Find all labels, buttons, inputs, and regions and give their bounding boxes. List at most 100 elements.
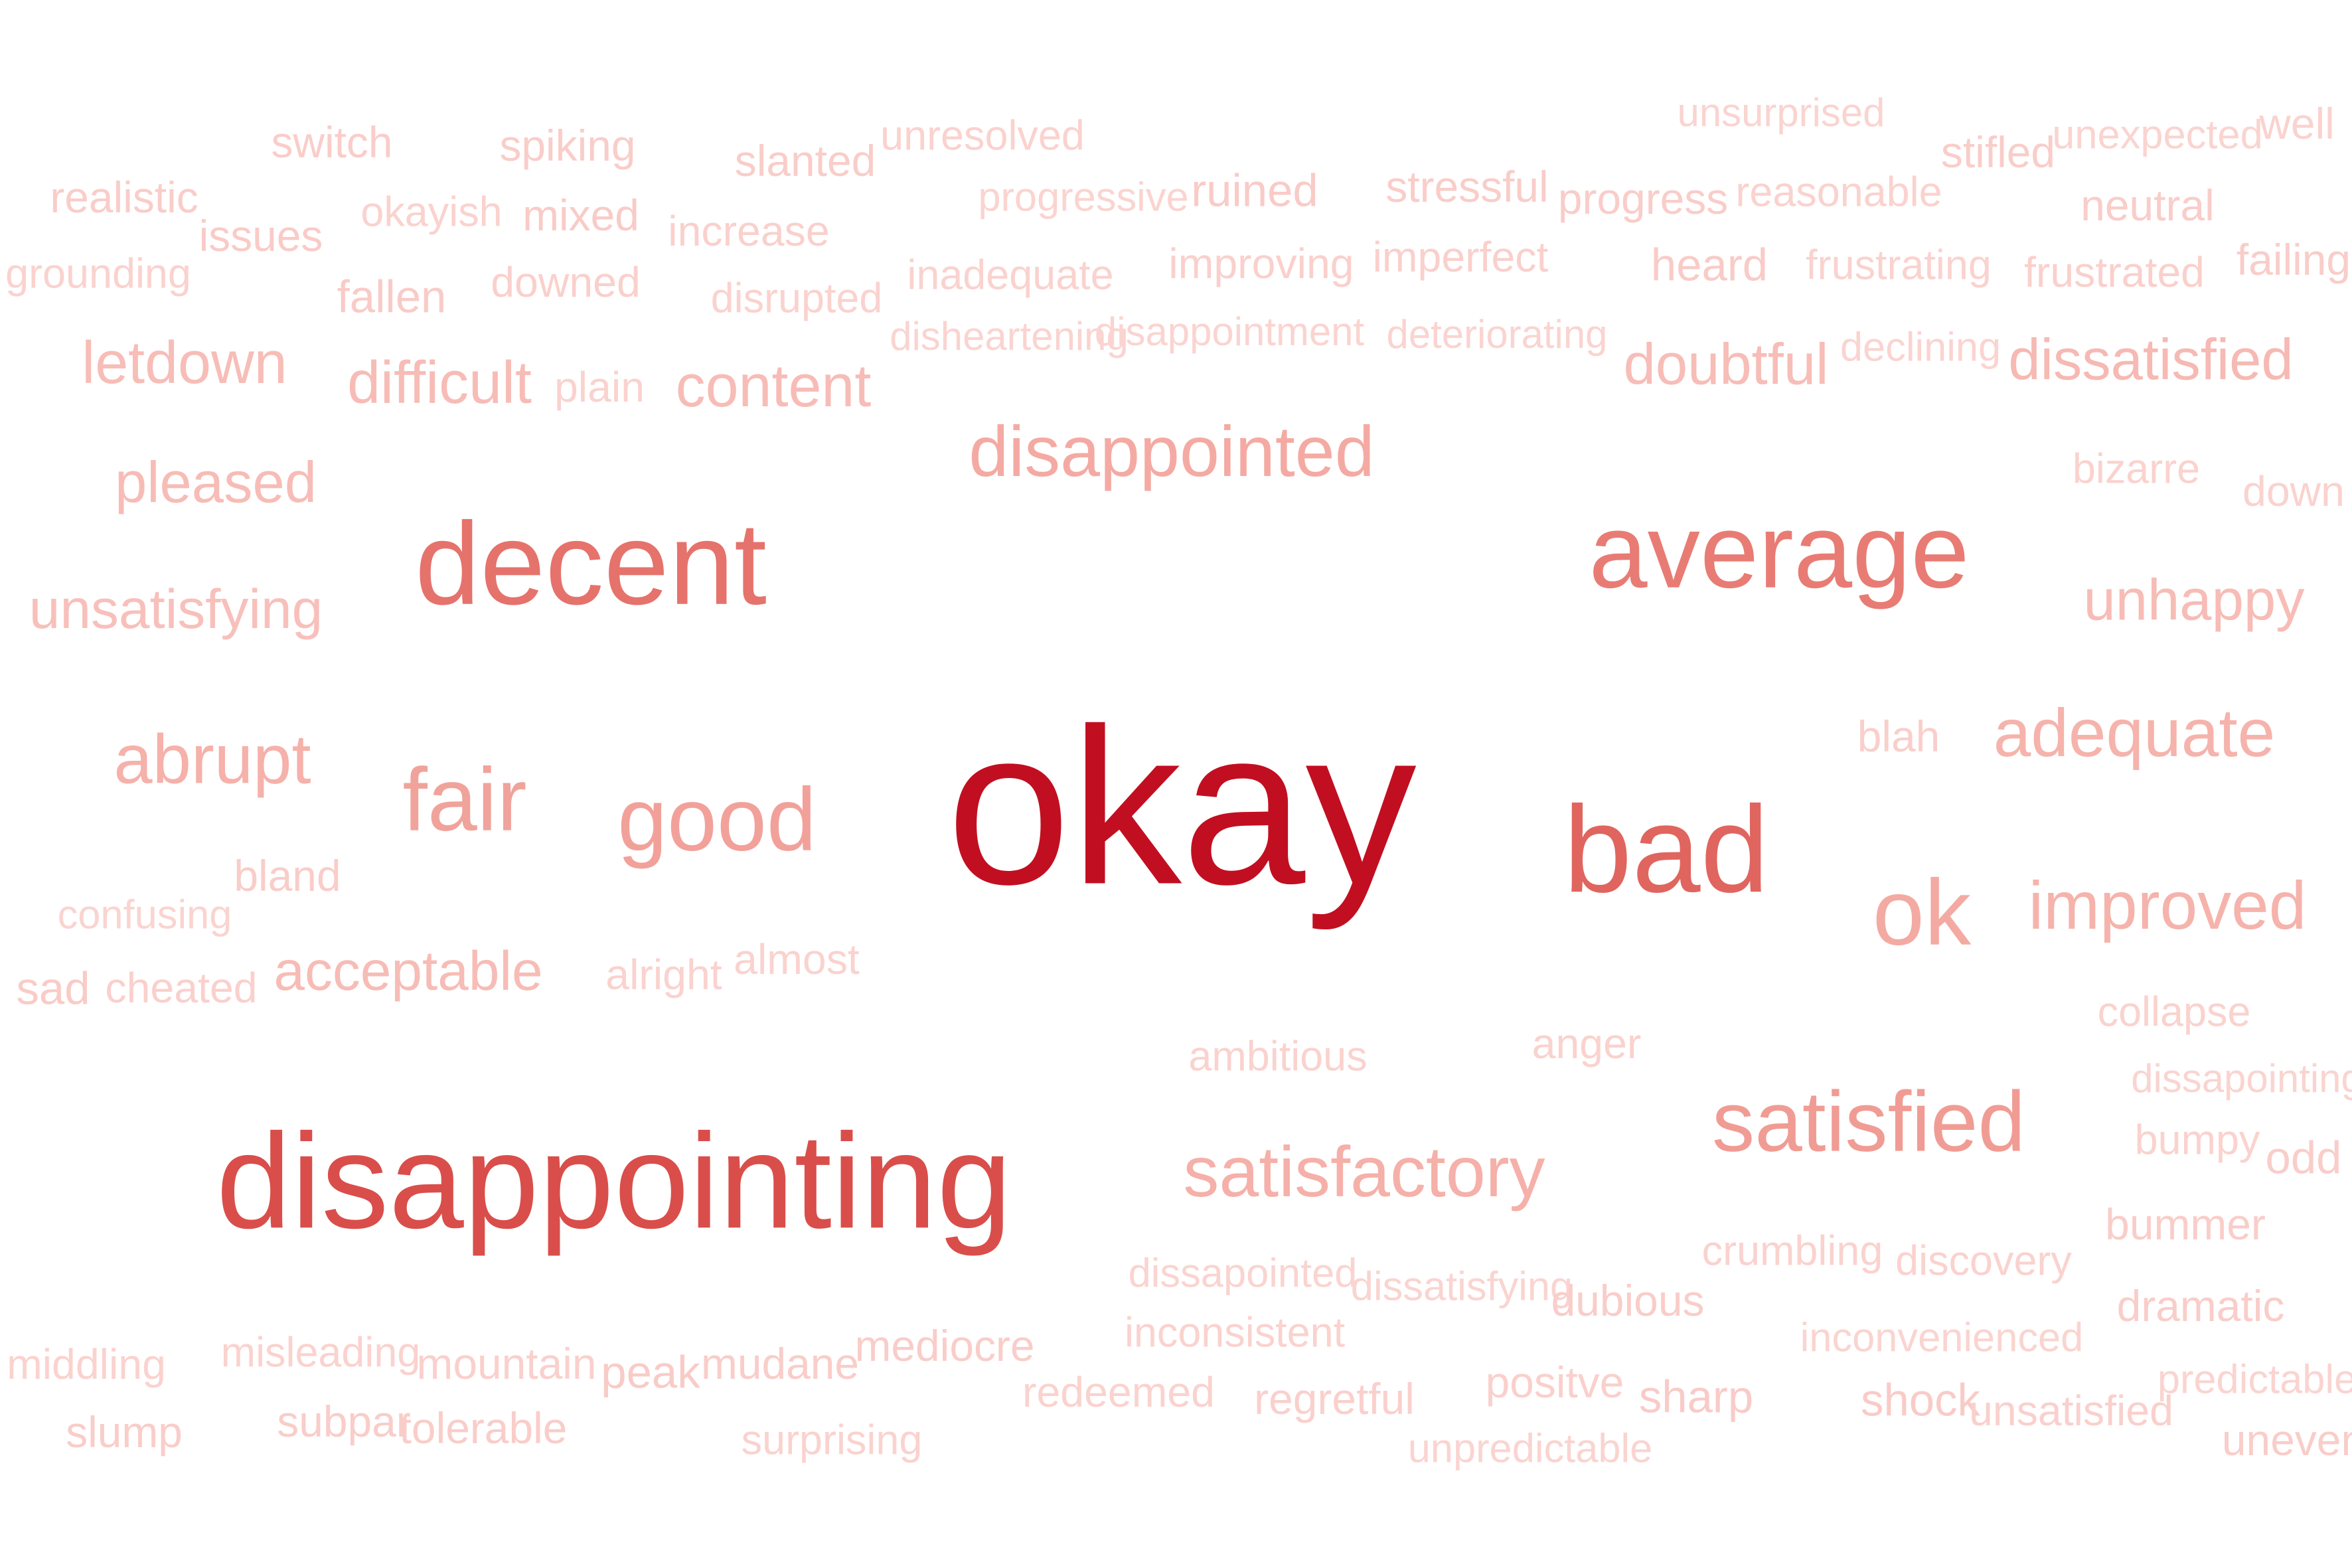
cloud-word: letdown: [82, 330, 287, 397]
cloud-word: collapse: [2097, 988, 2251, 1036]
cloud-word: frustrating: [1806, 242, 1992, 289]
cloud-word: fallen: [337, 271, 447, 323]
cloud-word: inadequate: [907, 252, 1114, 299]
cloud-word: sharp: [1638, 1371, 1754, 1423]
cloud-word: improving: [1168, 239, 1354, 287]
cloud-word: increase: [668, 206, 830, 255]
cloud-word: heard: [1650, 239, 1768, 291]
cloud-word: disrupted: [710, 275, 883, 322]
cloud-word: mixed: [522, 191, 639, 240]
cloud-word: subpar: [277, 1397, 411, 1447]
cloud-word: disheartening: [890, 314, 1129, 359]
cloud-word: ambitious: [1188, 1033, 1368, 1080]
cloud-word: disappointing: [216, 1106, 1012, 1257]
cloud-word: progress: [1557, 174, 1729, 224]
cloud-word: realistic: [50, 173, 198, 222]
cloud-word: adequate: [1993, 695, 2276, 771]
cloud-word: plain: [554, 362, 645, 411]
cloud-word: inconsistent: [1124, 1309, 1346, 1356]
cloud-word: mudane: [700, 1339, 860, 1389]
cloud-word: dubious: [1551, 1276, 1705, 1326]
cloud-word: blah: [1857, 712, 1940, 761]
cloud-word: okay: [947, 682, 1417, 931]
cloud-word: surprising: [741, 1417, 923, 1464]
cloud-word: okayish: [360, 189, 503, 236]
cloud-word: mountain: [416, 1339, 597, 1389]
cloud-word: unsurprised: [1677, 90, 1885, 135]
cloud-word: dissapointed: [1128, 1250, 1358, 1296]
cloud-word: grounding: [5, 250, 191, 297]
cloud-word: unexpected: [2052, 112, 2263, 158]
cloud-word: dissatisfying: [1350, 1263, 1573, 1310]
cloud-word: bad: [1563, 781, 1769, 919]
cloud-word: anger: [1531, 1019, 1642, 1067]
cloud-word: ruined: [1191, 165, 1318, 216]
cloud-word: spiking: [499, 121, 636, 171]
cloud-word: unsatisfied: [1969, 1386, 2173, 1435]
cloud-word: shock: [1861, 1374, 1980, 1426]
cloud-word: odd: [2265, 1132, 2342, 1184]
cloud-word: down: [2242, 467, 2345, 515]
cloud-word: switch: [271, 118, 393, 167]
cloud-word: average: [1589, 491, 1970, 610]
cloud-word: bizarre: [2072, 445, 2201, 493]
cloud-word: abrupt: [114, 720, 311, 799]
cloud-word: acceptable: [274, 939, 543, 1002]
cloud-word: satisfied: [1711, 1073, 2026, 1170]
cloud-word: regretful: [1254, 1374, 1415, 1424]
cloud-word: ok: [1872, 860, 1972, 965]
cloud-word: unresolved: [880, 112, 1085, 159]
cloud-word: crumbling: [1701, 1227, 1883, 1275]
cloud-word: progressive: [978, 174, 1189, 220]
cloud-word: neutral: [2080, 181, 2215, 230]
cloud-word: slump: [66, 1407, 183, 1457]
cloud-word: declining: [1840, 324, 2001, 370]
cloud-word: peak: [601, 1346, 700, 1398]
cloud-word: sad: [16, 963, 90, 1014]
cloud-word: slanted: [734, 136, 876, 186]
cloud-word: predictable: [2157, 1356, 2352, 1403]
cloud-word: bumpy: [2134, 1117, 2260, 1164]
cloud-word: alright: [605, 950, 722, 998]
cloud-word: satisfactory: [1183, 1131, 1545, 1212]
cloud-word: reasonable: [1735, 169, 1942, 216]
cloud-word: dramatic: [2116, 1281, 2285, 1331]
cloud-word: stifled: [1940, 127, 2056, 177]
cloud-word: confusing: [57, 892, 232, 938]
cloud-word: almost: [734, 935, 860, 983]
cloud-word: misleading: [220, 1329, 421, 1376]
cloud-word: redeemed: [1022, 1368, 1215, 1416]
cloud-word: dissatisfied: [2008, 327, 2294, 392]
cloud-word: unpredictable: [1407, 1425, 1653, 1472]
cloud-word: imperfect: [1372, 232, 1549, 281]
cloud-word: deteriorating: [1386, 312, 1608, 357]
cloud-word: bummer: [2105, 1200, 2266, 1249]
cloud-word: inconvenienced: [1800, 1314, 2084, 1361]
cloud-word: improved: [2028, 868, 2307, 944]
cloud-word: well: [2259, 99, 2335, 149]
cloud-word: failing: [2236, 235, 2351, 285]
cloud-word: decent: [415, 498, 767, 629]
cloud-word: uneven: [2221, 1415, 2352, 1465]
cloud-word: cheated: [105, 963, 258, 1012]
cloud-word: fair: [402, 749, 527, 850]
cloud-word: middling: [7, 1340, 166, 1388]
cloud-word: frustrated: [2024, 248, 2205, 296]
cloud-word: unsatisfying: [29, 578, 323, 641]
cloud-word: disappointment: [1094, 309, 1365, 354]
cloud-word: good: [617, 769, 817, 870]
cloud-word: disappointed: [969, 411, 1375, 492]
cloud-word: difficult: [347, 350, 532, 417]
cloud-word: unhappy: [2083, 568, 2305, 633]
cloud-word: downed: [491, 258, 641, 306]
cloud-word: doubtful: [1623, 332, 1829, 397]
cloud-word: pleased: [114, 450, 317, 515]
cloud-word: content: [675, 353, 872, 420]
cloud-word: issues: [198, 211, 323, 261]
cloud-word: discovery: [1895, 1237, 2072, 1285]
cloud-word: mediocre: [854, 1321, 1035, 1371]
cloud-word: stressful: [1385, 162, 1549, 212]
cloud-word: tolerable: [399, 1403, 568, 1453]
cloud-word: positve: [1485, 1358, 1624, 1407]
